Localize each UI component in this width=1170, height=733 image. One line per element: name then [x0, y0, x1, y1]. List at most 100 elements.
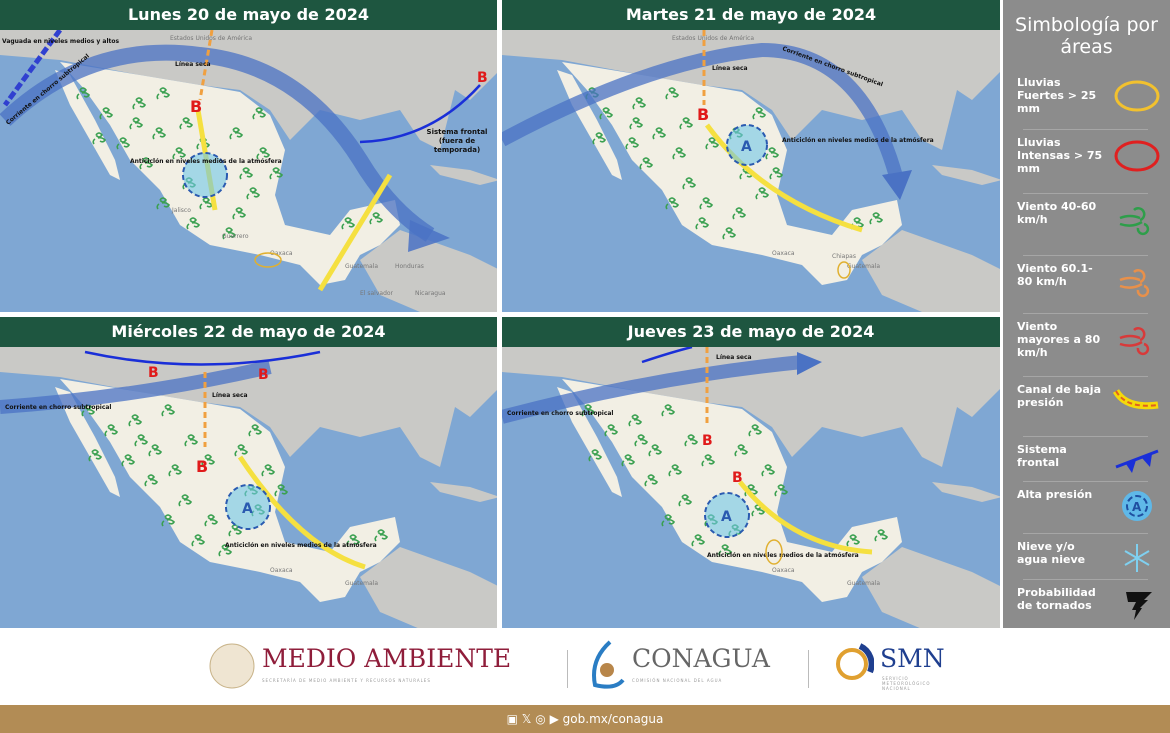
rain-area: [254, 252, 282, 268]
geo-label-oaxaca: Oaxaca: [772, 567, 795, 574]
legend-item-snowflake: Nieve y/o agua nieve: [1017, 540, 1162, 572]
high-pressure-icon: [182, 152, 228, 198]
panel-title: Miércoles 22 de mayo de 2024: [0, 317, 497, 347]
jet-stream-arrow: [502, 355, 803, 424]
legend-item-trough-line: Canal de baja presión: [1017, 383, 1162, 410]
dryline-label: Línea seca: [212, 392, 248, 399]
legend-item-red-wind: Viento mayores a 80 km/h: [1017, 320, 1162, 359]
geo-label-guatemala: Guatemala: [345, 580, 378, 587]
map-panel-tuesday: Martes 21 de mayo de 2024 Estados Unidos…: [502, 0, 1000, 312]
anticyclone-label: Anticiclón en niveles medios de la atmós…: [707, 552, 859, 559]
high-pressure-marker: A: [741, 139, 752, 155]
svg-text:A: A: [1132, 500, 1142, 514]
high-pressure-marker: A: [242, 501, 253, 517]
smn-subtitle: SERVICIO METEOROLÓGICO NACIONAL: [882, 676, 931, 691]
conagua-subtitle: COMISIÓN NACIONAL DEL AGUA: [632, 678, 723, 683]
geo-label-guatemala: Guatemala: [847, 580, 880, 587]
conagua-logo-text: CONAGUA: [632, 644, 770, 673]
trough-line-icon: [1112, 389, 1159, 410]
front-label: Sistema frontal (fuera de temporada): [426, 128, 488, 154]
legend-label: Viento 40-60 km/h: [1017, 200, 1097, 226]
geo-label-jalisco: Jalisco: [171, 207, 191, 214]
legend-label: Probabilidad de tornados: [1017, 586, 1096, 612]
cold-front: [641, 347, 693, 364]
youtube-icon[interactable]: ▶: [549, 712, 559, 726]
conagua-logo-icon: [592, 640, 625, 689]
high-pressure-icon: [225, 484, 271, 530]
geo-label-oaxaca: Oaxaca: [270, 567, 293, 574]
x-icon[interactable]: 𝕏: [521, 712, 532, 726]
low-pressure-trough: [738, 480, 873, 555]
geo-label-guatemala: Guatemala: [345, 263, 378, 270]
low-pressure-marker-3: B: [196, 457, 208, 476]
map-panel-monday: Lunes 20 de mayo de 2024 Estados Unidos …: [0, 0, 497, 312]
forecast-map: Estados Unidos de América Guatemala Oaxa…: [502, 30, 1000, 312]
legend-item-orange-wind: Viento 60.1-80 km/h: [1017, 262, 1162, 298]
dryline-label: Línea seca: [712, 65, 748, 72]
geo-label-honduras: Honduras: [395, 263, 424, 270]
rain-area: [765, 539, 783, 565]
legend-item-yellow-ellipse: Lluvias Fuertes > 25 mm: [1017, 76, 1162, 115]
yellow-ellipse-icon: [1114, 80, 1160, 112]
map-panel-thursday: Jueves 23 de mayo de 2024 Guatemala Oaxa…: [502, 317, 1000, 628]
geo-label-oaxaca: Oaxaca: [270, 250, 293, 257]
low-pressure-marker-2: B: [258, 367, 269, 383]
legend-label: Sistema frontal: [1017, 443, 1067, 469]
low-pressure-trough: [237, 455, 366, 570]
legend-item-green-wind: Viento 40-60 km/h: [1017, 200, 1162, 236]
tornado-icon: [1126, 592, 1152, 620]
legend-item-tornado: Probabilidad de tornados: [1017, 586, 1162, 620]
jet-stream-arrow: [0, 360, 272, 414]
website-link[interactable]: gob.mx/conagua: [562, 712, 664, 726]
jet-label: Corriente en chorro subtropical: [507, 410, 613, 417]
geo-label-guerrero: Guerrero: [222, 233, 249, 240]
high-pressure-icon: [704, 492, 750, 538]
cold-front: [359, 84, 481, 144]
legend-label: Alta presión: [1017, 488, 1093, 501]
orange-wind-icon: [1119, 269, 1150, 298]
low-pressure-marker-2: B: [732, 470, 743, 486]
low-pressure-marker: B: [697, 105, 709, 124]
semarnat-subtitle: SECRETARÍA DE MEDIO AMBIENTE Y RECURSOS …: [262, 678, 431, 683]
smn-logo-text: SMN: [880, 644, 945, 673]
green-wind-icon: [1119, 207, 1150, 236]
panel-title: Martes 21 de mayo de 2024: [502, 0, 1000, 30]
legend-item-red-ellipse: Lluvias Intensas > 75 mm: [1017, 136, 1162, 175]
legend-label: Canal de baja presión: [1017, 383, 1102, 409]
legend-label: Lluvias Intensas > 75 mm: [1017, 136, 1103, 175]
forecast-map: Guatemala Oaxaca Corriente en chorro sub…: [502, 347, 1000, 628]
cold-front-icon: [1115, 449, 1159, 473]
snowflake-icon: [1124, 544, 1150, 572]
geo-label-nicaragua: Nicaragua: [415, 290, 446, 297]
footer-bar: ▣ 𝕏 ◎ ▶ gob.mx/conagua: [0, 705, 1170, 733]
legend-label: Nieve y/o agua nieve: [1017, 540, 1086, 566]
trough-line: [2, 30, 63, 107]
low-pressure-marker: B: [702, 433, 713, 449]
dry-line: [198, 30, 214, 101]
high-pressure-icon: A: [1122, 491, 1152, 521]
high-pressure-icon: [726, 124, 768, 166]
instagram-icon[interactable]: ◎: [535, 712, 546, 726]
legend-item-cold-front: Sistema frontal: [1017, 443, 1162, 473]
anticyclone-label: Anticiclón en niveles medios de la atmós…: [225, 542, 377, 549]
geo-label-usa: Estados Unidos de América: [672, 35, 754, 42]
low-pressure-marker: B: [190, 97, 202, 116]
legend-item-high-pressure: Alta presión A: [1017, 488, 1162, 521]
legend-panel: Simbología por áreas Lluvias Fuertes > 2…: [1003, 0, 1170, 628]
red-ellipse-icon: [1114, 140, 1160, 172]
mexico-coat-of-arms-logo: [209, 643, 255, 689]
panel-title: Lunes 20 de mayo de 2024: [0, 0, 497, 30]
panel-title: Jueves 23 de mayo de 2024: [502, 317, 1000, 347]
trough-label: Vaguada en niveles medios y altos: [2, 38, 119, 45]
legend-label: Lluvias Fuertes > 25 mm: [1017, 76, 1097, 115]
geo-label-guatemala: Guatemala: [847, 263, 880, 270]
map-panel-wednesday: Miércoles 22 de mayo de 2024 Guatemala O…: [0, 317, 497, 628]
semarnat-logo-text: MEDIO AMBIENTE: [262, 644, 512, 673]
high-pressure-marker: A: [721, 509, 732, 525]
smn-logo-icon: [836, 643, 874, 680]
facebook-icon[interactable]: ▣: [506, 712, 518, 726]
legend-label: Viento 60.1-80 km/h: [1017, 262, 1093, 288]
red-wind-icon: [1119, 327, 1150, 356]
jet-stream-arrow: [502, 42, 904, 182]
jet-label: Corriente en chorro subtropical: [5, 404, 111, 411]
